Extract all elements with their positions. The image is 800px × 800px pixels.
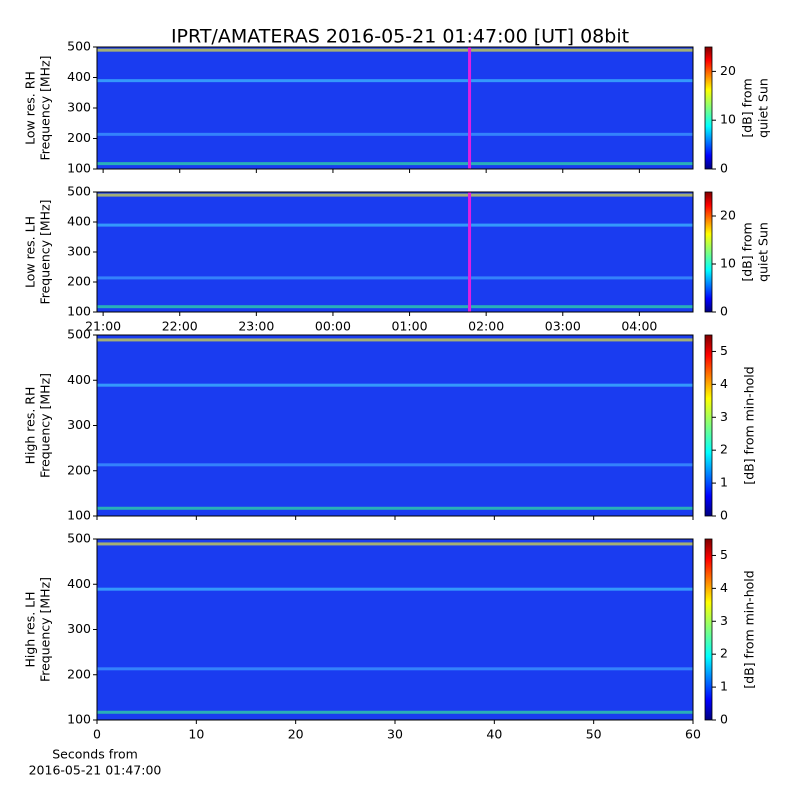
figure-title: IPRT/AMATERAS 2016-05-21 01:47:00 [UT] 0… <box>171 26 629 48</box>
colorbar-tick-label: 1 <box>720 475 728 490</box>
spectrogram-band <box>97 542 693 546</box>
y-tick-label: 300 <box>67 100 91 115</box>
y-tick-label: 400 <box>67 69 91 84</box>
y-axis-label: Frequency [MHz] <box>38 373 53 478</box>
x-tick-label: 40 <box>486 727 502 742</box>
x-tick-label: 21:00 <box>85 319 121 334</box>
spectrogram-band <box>97 162 693 166</box>
y-tick-label: 300 <box>67 417 91 432</box>
y-tick-label: 500 <box>67 531 91 546</box>
y-tick-label: 400 <box>67 576 91 591</box>
y-tick-label: 200 <box>67 130 91 145</box>
y-axis-label: High res. LH <box>23 591 38 667</box>
colorbar-tick-label: 10 <box>720 256 736 271</box>
spectrogram-band <box>97 193 693 197</box>
colorbar <box>704 538 713 721</box>
x-tick-label: 23:00 <box>238 319 274 334</box>
y-axis-label: Low res. LH <box>23 216 38 288</box>
y-axis-label: Low res. RH <box>23 71 38 145</box>
spectrogram-band <box>97 79 693 83</box>
spectrogram-band <box>97 463 693 467</box>
colorbar-tick-label: 20 <box>720 63 736 78</box>
x-tick-label: 50 <box>586 727 602 742</box>
y-axis-label: High res. RH <box>23 387 38 465</box>
colorbar-tick-label: 5 <box>720 547 728 562</box>
colorbar-label: [dB] from <box>740 78 755 137</box>
x-tick-label: 03:00 <box>545 319 581 334</box>
spectrogram-band <box>97 305 693 309</box>
spectrogram-band <box>97 48 693 52</box>
colorbar-label: quiet Sun <box>756 78 771 138</box>
spectrogram-band <box>97 710 693 714</box>
y-tick-label: 400 <box>67 214 91 229</box>
x-tick-label: 60 <box>685 727 701 742</box>
x-tick-label: 30 <box>387 727 403 742</box>
y-tick-label: 100 <box>67 304 91 319</box>
colorbar-tick-label: 1 <box>720 679 728 694</box>
colorbar-label: [dB] from <box>740 222 755 281</box>
y-tick-label: 300 <box>67 244 91 259</box>
colorbar-tick-label: 0 <box>720 508 728 523</box>
y-tick-label: 200 <box>67 274 91 289</box>
colorbar-tick-label: 0 <box>720 304 728 319</box>
spectrogram-band <box>97 667 693 671</box>
y-tick-label: 500 <box>67 327 91 342</box>
y-axis-label: Frequency [MHz] <box>38 577 53 682</box>
x-tick-label: 0 <box>93 727 101 742</box>
x-tick-label: 04:00 <box>621 319 657 334</box>
y-tick-label: 100 <box>67 712 91 727</box>
x-tick-label: 00:00 <box>315 319 351 334</box>
spectrogram-band <box>97 132 693 136</box>
spectrogram-band <box>97 338 693 342</box>
x-axis-label: 2016-05-21 01:47:00 <box>29 763 162 778</box>
colorbar-tick-label: 20 <box>720 208 736 223</box>
colorbar-tick-label: 5 <box>720 343 728 358</box>
colorbar-label: [dB] from min-hold <box>742 570 757 688</box>
x-tick-label: 02:00 <box>468 319 504 334</box>
colorbar-tick-label: 3 <box>720 409 728 424</box>
colorbar <box>704 334 713 517</box>
colorbar-tick-label: 4 <box>720 580 728 595</box>
spectrogram-image <box>97 192 693 312</box>
colorbar-label: [dB] from min-hold <box>742 366 757 484</box>
colorbar-label: quiet Sun <box>756 222 771 282</box>
y-axis-label: Frequency [MHz] <box>38 55 53 160</box>
x-axis-label: Seconds from <box>52 747 138 762</box>
colorbar-tick-label: 2 <box>720 646 728 661</box>
x-tick-label: 22:00 <box>162 319 198 334</box>
y-tick-label: 500 <box>67 184 91 199</box>
colorbar <box>704 46 713 170</box>
colorbar-tick-label: 3 <box>720 613 728 628</box>
spectrogram-image <box>97 335 693 516</box>
x-tick-label: 10 <box>188 727 204 742</box>
x-tick-label: 01:00 <box>392 319 428 334</box>
y-tick-label: 100 <box>67 161 91 176</box>
spectrogram-image <box>97 539 693 720</box>
spectrogram-band <box>97 383 693 387</box>
colorbar-tick-label: 4 <box>720 376 728 391</box>
colorbar-tick-label: 0 <box>720 161 728 176</box>
y-tick-label: 100 <box>67 508 91 523</box>
colorbar <box>704 191 713 313</box>
y-tick-label: 200 <box>67 666 91 681</box>
spectrogram-image <box>97 47 693 169</box>
spectrogram-band <box>97 587 693 591</box>
colorbar-tick-label: 0 <box>720 712 728 727</box>
y-tick-label: 300 <box>67 621 91 636</box>
y-tick-label: 200 <box>67 462 91 477</box>
y-tick-label: 500 <box>67 39 91 54</box>
y-axis-label: Frequency [MHz] <box>38 199 53 304</box>
colorbar-tick-label: 10 <box>720 112 736 127</box>
x-tick-label: 20 <box>288 727 304 742</box>
spectrogram-band <box>97 506 693 510</box>
spectrogram-band <box>97 276 693 280</box>
y-tick-label: 400 <box>67 372 91 387</box>
colorbar-tick-label: 2 <box>720 442 728 457</box>
spectrogram-band <box>97 223 693 227</box>
